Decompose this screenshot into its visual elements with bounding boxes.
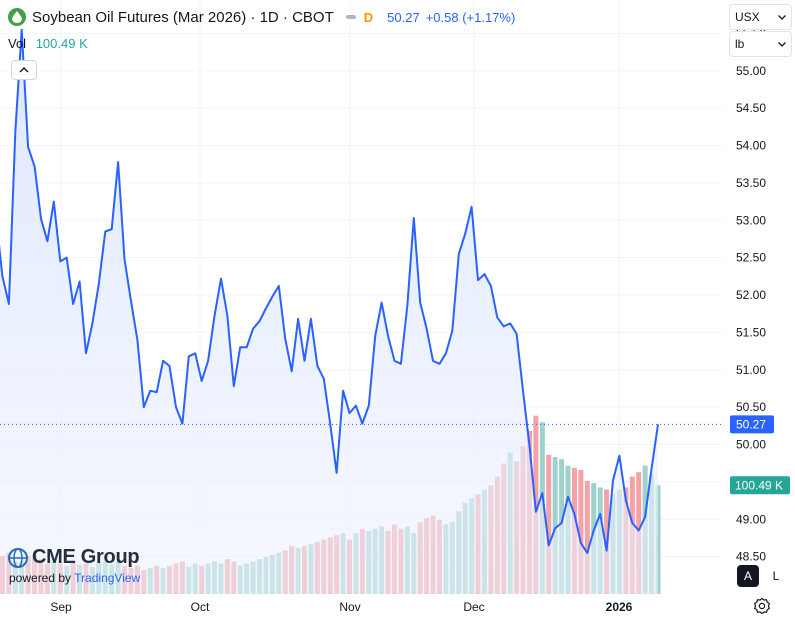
- volume-bar: [552, 456, 558, 594]
- unit-value: lb: [735, 37, 745, 51]
- x-tick-label: Sep: [50, 600, 72, 614]
- log-scale-button[interactable]: L: [772, 569, 780, 583]
- drop-icon: [8, 8, 26, 26]
- x-tick-label: 2026: [606, 600, 633, 614]
- x-tick-label: Dec: [463, 600, 484, 614]
- last-volume-tag-label: 100.49 K: [735, 478, 783, 492]
- x-tick-label: Nov: [339, 600, 360, 614]
- powered-by[interactable]: powered by TradingView: [9, 571, 140, 585]
- price-line: [0, 28, 659, 554]
- last-price: 50.27: [387, 9, 420, 25]
- y-tick-label: 54.00: [736, 139, 766, 153]
- cme-group-text: CME Group: [32, 546, 140, 568]
- volume-label: Vol: [8, 36, 27, 51]
- y-tick-label: 52.00: [736, 288, 766, 302]
- price-area: [0, 29, 658, 594]
- symbol-title[interactable]: Soybean Oil Futures (Mar 2026) · 1D · CB…: [32, 8, 334, 26]
- y-tick-label: 55.00: [736, 64, 766, 78]
- chevron-down-icon: [778, 41, 786, 47]
- volume-bar: [578, 470, 584, 594]
- auto-scale-button[interactable]: A: [737, 565, 759, 587]
- last-price-tag-label: 50.27: [736, 417, 766, 431]
- y-tick-label: 51.50: [736, 325, 766, 339]
- y-tick-label: 52.50: [736, 251, 766, 265]
- y-tick-label: 48.50: [736, 550, 766, 564]
- volume-bar: [584, 480, 590, 594]
- last-volume-tag: [730, 476, 790, 495]
- y-tick-label: 54.50: [736, 101, 766, 115]
- symbol-header: Soybean Oil Futures (Mar 2026) · 1D · CB…: [8, 6, 515, 28]
- volume-bar: [546, 454, 552, 594]
- volume-value: 100.49 K: [35, 36, 88, 51]
- tradingview-link[interactable]: TradingView: [74, 571, 141, 585]
- x-tick-label: Oct: [191, 600, 210, 614]
- y-tick-label: 53.50: [736, 176, 766, 190]
- y-tick-label: 50.50: [736, 400, 766, 414]
- delayed-badge[interactable]: D: [363, 9, 374, 25]
- chevron-up-icon: [19, 67, 29, 73]
- cme-group-logo: CME Group: [8, 546, 140, 569]
- y-tick-label: 49.00: [736, 512, 766, 526]
- currency-select[interactable]: USX: [729, 4, 792, 30]
- collapse-legend-button[interactable]: [11, 60, 37, 80]
- globe-icon: [8, 547, 28, 568]
- unit-select[interactable]: lb: [729, 31, 792, 57]
- time-axis[interactable]: Sep Oct Nov Dec 2026: [50, 600, 632, 614]
- chevron-down-icon: [778, 14, 786, 20]
- last-price-tag: [730, 415, 774, 434]
- y-tick-label: 53.00: [736, 213, 766, 227]
- price-change: +0.58 (+1.17%): [425, 9, 516, 25]
- gear-icon[interactable]: [753, 597, 771, 615]
- y-tick-label: 50.00: [736, 438, 766, 452]
- y-tick-label: 51.00: [736, 363, 766, 377]
- market-status-indicator: [345, 15, 356, 19]
- volume-legend[interactable]: Vol 100.49 K: [8, 36, 88, 51]
- powered-by-label: powered by: [9, 571, 72, 585]
- currency-value: USX: [735, 10, 760, 24]
